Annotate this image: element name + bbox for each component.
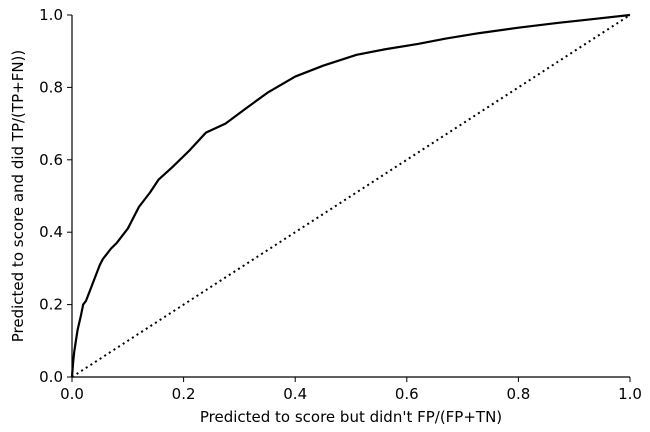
y-tick-label: 0.2 xyxy=(39,296,63,314)
y-tick-label: 0.0 xyxy=(39,368,63,386)
x-tick-label: 0.2 xyxy=(172,385,196,403)
x-tick-label: 0.6 xyxy=(395,385,419,403)
roc-curve-line xyxy=(70,13,631,378)
y-tick-label: 0.4 xyxy=(39,223,63,241)
y-tick-label: 0.6 xyxy=(39,151,63,169)
x-axis-label: Predicted to score but didn't FP/(FP+TN) xyxy=(200,408,502,426)
y-tick-label: 0.8 xyxy=(39,78,63,96)
x-tick-label: 1.0 xyxy=(618,385,642,403)
series xyxy=(70,13,631,378)
y-tick-label: 1.0 xyxy=(39,6,63,24)
x-tick-label: 0.0 xyxy=(60,385,84,403)
ticks: 0.0 0.2 0.4 0.6 0.8 1.0 0.0 0.2 0.4 0.6 0.8 1.0 xyxy=(39,6,642,403)
x-tick-label: 0.4 xyxy=(283,385,307,403)
axes xyxy=(71,15,630,378)
diagonal-reference-line xyxy=(71,14,631,378)
x-tick-label: 0.8 xyxy=(506,385,530,403)
y-axis-label: Predicted to score and did TP/(TP+FN)) xyxy=(9,50,27,343)
